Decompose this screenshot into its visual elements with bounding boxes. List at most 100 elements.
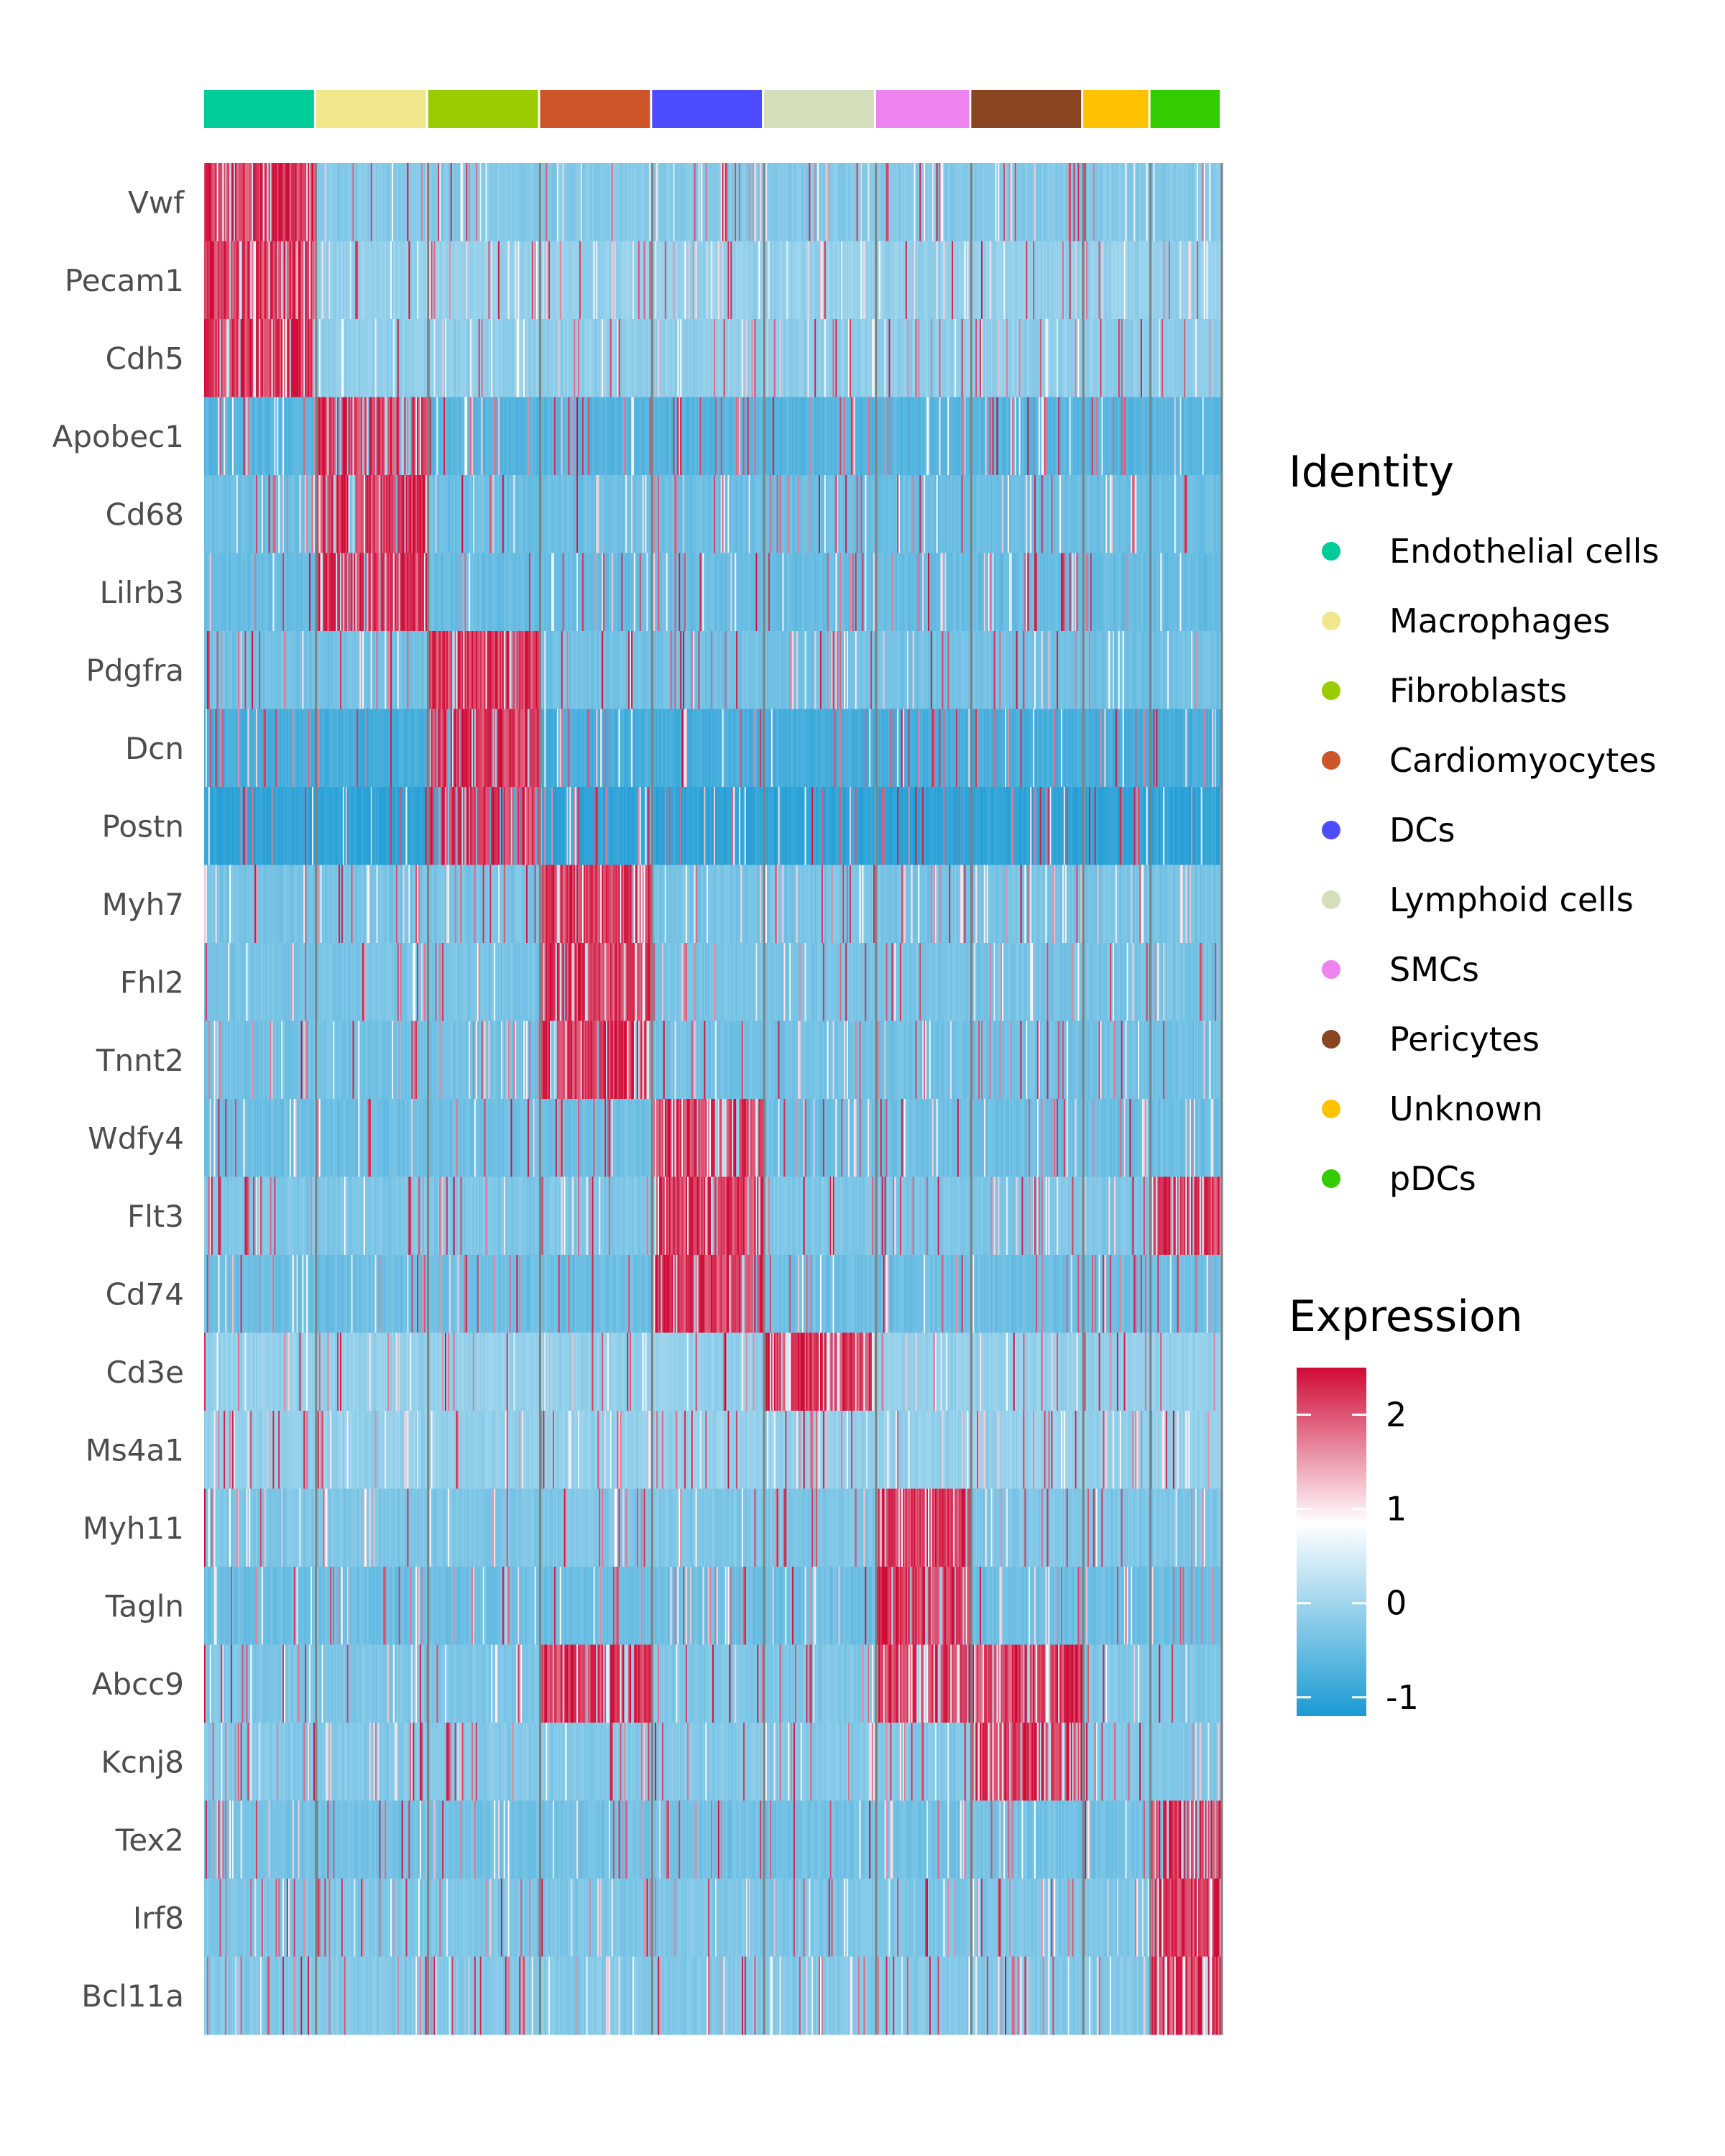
heatmap-cell bbox=[694, 163, 696, 241]
heatmap-cell bbox=[1205, 163, 1208, 241]
heatmap-cell bbox=[817, 163, 819, 241]
heatmap-cell bbox=[472, 163, 474, 241]
heatmap-cell bbox=[590, 241, 593, 320]
heatmap-cell bbox=[783, 163, 786, 241]
heatmap-cell bbox=[370, 163, 373, 241]
heatmap-cell bbox=[530, 241, 533, 320]
heatmap-cell bbox=[1141, 163, 1144, 241]
heatmap-cell bbox=[1026, 163, 1028, 241]
heatmap-cell bbox=[1131, 163, 1133, 241]
heatmap-cell bbox=[639, 163, 642, 241]
heatmap-cell bbox=[1095, 163, 1098, 241]
heatmap-cell bbox=[478, 241, 481, 320]
heatmap-cell bbox=[1121, 163, 1123, 241]
heatmap-cell bbox=[374, 163, 377, 241]
heatmap-cell bbox=[502, 163, 505, 241]
heatmap-cell bbox=[561, 163, 564, 241]
heatmap-cell bbox=[321, 241, 324, 320]
heatmap-cell bbox=[259, 241, 262, 320]
heatmap-cell bbox=[425, 241, 428, 320]
heatmap-cell bbox=[860, 163, 862, 241]
heatmap-cell bbox=[556, 163, 559, 241]
heatmap-cell bbox=[911, 163, 914, 241]
heatmap-cell bbox=[254, 163, 257, 241]
heatmap-cell bbox=[658, 163, 660, 241]
heatmap-cell bbox=[1160, 163, 1162, 241]
heatmap-cell bbox=[382, 163, 384, 241]
heatmap-cell bbox=[1010, 163, 1013, 241]
identity-bar-pdcs bbox=[1150, 90, 1220, 128]
heatmap-cell bbox=[333, 163, 335, 241]
heatmap-cell bbox=[299, 163, 301, 241]
heatmap-cell bbox=[574, 163, 576, 241]
heatmap-cell bbox=[943, 163, 945, 241]
heatmap-cell bbox=[1195, 163, 1197, 241]
heatmap-cell bbox=[253, 163, 255, 241]
heatmap-cell bbox=[1175, 163, 1178, 241]
heatmap-cell bbox=[461, 241, 464, 320]
heatmap-cell bbox=[786, 163, 788, 241]
heatmap-cell bbox=[1076, 163, 1078, 241]
heatmap-cell bbox=[886, 163, 888, 241]
heatmap-cell bbox=[369, 241, 372, 320]
heatmap-cell bbox=[617, 241, 620, 320]
heatmap-cell bbox=[401, 163, 404, 241]
heatmap-cell bbox=[855, 163, 857, 241]
heatmap-cell bbox=[857, 163, 860, 241]
heatmap-cell bbox=[313, 241, 316, 320]
heatmap-cell bbox=[803, 163, 806, 241]
heatmap-cell bbox=[345, 241, 348, 320]
heatmap-cell bbox=[627, 163, 629, 241]
heatmap-cell bbox=[247, 163, 249, 241]
heatmap-cell bbox=[800, 163, 803, 241]
heatmap-cell bbox=[878, 163, 881, 241]
heatmap-cell bbox=[797, 163, 800, 241]
heatmap-cell bbox=[565, 163, 567, 241]
heatmap-cell bbox=[1069, 163, 1072, 241]
heatmap-cell bbox=[727, 241, 730, 320]
heatmap-cell bbox=[742, 163, 745, 241]
heatmap-cell bbox=[686, 163, 689, 241]
heatmap-cell bbox=[636, 163, 639, 241]
heatmap-cell bbox=[622, 163, 625, 241]
heatmap-cell bbox=[394, 163, 397, 241]
heatmap-cell bbox=[348, 163, 351, 241]
heatmap-cell bbox=[262, 163, 265, 241]
heatmap-cell bbox=[364, 163, 367, 241]
heatmap-cell bbox=[431, 163, 433, 241]
heatmap-cell bbox=[761, 163, 763, 241]
heatmap-cell bbox=[594, 241, 597, 320]
heatmap-cell bbox=[231, 241, 233, 320]
heatmap-cell bbox=[562, 163, 565, 241]
heatmap-cell bbox=[497, 163, 499, 241]
heatmap-cell bbox=[518, 163, 520, 241]
heatmap-cell bbox=[1021, 163, 1024, 241]
heatmap-cell bbox=[825, 163, 828, 241]
heatmap-cell bbox=[1199, 163, 1202, 241]
heatmap-cell bbox=[618, 163, 620, 241]
heatmap-cell bbox=[264, 163, 267, 241]
heatmap-cell bbox=[404, 241, 406, 320]
heatmap-cell bbox=[370, 241, 373, 320]
heatmap-cell bbox=[642, 241, 645, 320]
heatmap-cell bbox=[695, 163, 698, 241]
heatmap-cell bbox=[528, 241, 531, 320]
heatmap-cell bbox=[670, 163, 673, 241]
heatmap-cell bbox=[257, 163, 259, 241]
heatmap-cell bbox=[620, 163, 622, 241]
heatmap-cell bbox=[344, 163, 346, 241]
heatmap-cell bbox=[225, 163, 227, 241]
heatmap-cell bbox=[310, 241, 313, 320]
heatmap-cell bbox=[1171, 163, 1174, 241]
heatmap-cell bbox=[1008, 163, 1010, 241]
heatmap-cell bbox=[769, 163, 772, 241]
heatmap-cell bbox=[732, 241, 734, 320]
heatmap-cell bbox=[1111, 163, 1113, 241]
identity-bar-macrophages bbox=[316, 90, 426, 128]
heatmap-cell bbox=[908, 163, 911, 241]
heatmap-cell bbox=[1182, 163, 1184, 241]
heatmap-cell bbox=[282, 163, 285, 241]
heatmap-cell bbox=[711, 163, 713, 241]
heatmap-cell bbox=[590, 163, 593, 241]
heatmap-cell bbox=[564, 163, 566, 241]
